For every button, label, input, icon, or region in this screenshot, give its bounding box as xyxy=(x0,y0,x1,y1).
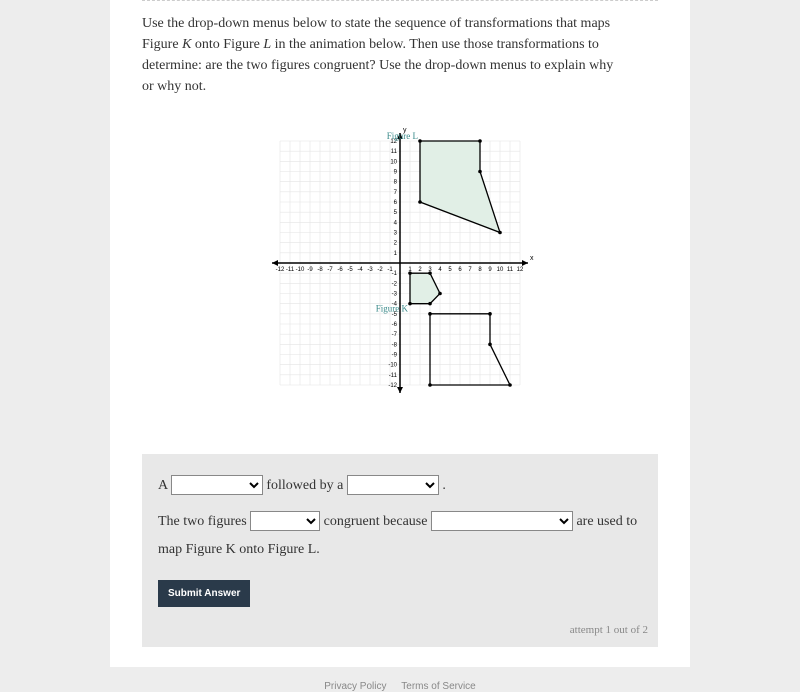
svg-text:-5: -5 xyxy=(347,267,353,273)
svg-text:8: 8 xyxy=(394,180,398,186)
s2a: The two figures xyxy=(158,514,250,529)
svg-text:-8: -8 xyxy=(392,342,398,348)
s1c: . xyxy=(442,478,446,493)
svg-text:4: 4 xyxy=(394,220,398,226)
content-panel: Use the drop-down menus below to state t… xyxy=(110,0,690,667)
svg-text:7: 7 xyxy=(394,190,398,196)
transformation-1-select[interactable] xyxy=(171,475,263,495)
svg-text:-6: -6 xyxy=(392,322,398,328)
svg-text:-10: -10 xyxy=(388,363,397,369)
s2d: map Figure K onto Figure L. xyxy=(158,542,320,557)
svg-text:3: 3 xyxy=(394,231,398,237)
s2b: congruent because xyxy=(324,514,431,529)
question-line1c: in the animation below. Then use those t… xyxy=(271,37,599,52)
svg-text:-11: -11 xyxy=(286,267,295,273)
terms-link[interactable]: Terms of Service xyxy=(401,681,475,692)
svg-text:4: 4 xyxy=(438,267,442,273)
svg-text:5: 5 xyxy=(394,210,398,216)
svg-text:Figure K: Figure K xyxy=(376,304,409,314)
reason-select[interactable] xyxy=(431,511,573,531)
footer: Privacy Policy Terms of Service xyxy=(0,681,800,692)
svg-text:9: 9 xyxy=(394,170,398,176)
congruent-select[interactable] xyxy=(250,511,320,531)
svg-text:-2: -2 xyxy=(377,267,383,273)
svg-text:1: 1 xyxy=(394,251,398,257)
svg-text:-2: -2 xyxy=(392,281,398,287)
svg-text:-11: -11 xyxy=(389,373,398,379)
question-line1a: Use the drop-down menus below to state t… xyxy=(142,16,610,31)
question-mid: onto Figure xyxy=(191,37,263,52)
svg-text:6: 6 xyxy=(394,200,398,206)
svg-text:9: 9 xyxy=(488,267,492,273)
svg-text:-1: -1 xyxy=(392,271,398,277)
svg-text:Figure L: Figure L xyxy=(387,131,418,141)
graph-area: -12-11-10-9-8-7-6-5-4-3-2-11234567891011… xyxy=(142,127,658,404)
svg-text:-10: -10 xyxy=(296,267,305,273)
question-text: Use the drop-down menus below to state t… xyxy=(142,13,658,97)
svg-text:-12: -12 xyxy=(276,267,285,273)
svg-text:11: 11 xyxy=(507,267,514,273)
svg-text:7: 7 xyxy=(468,267,472,273)
privacy-link[interactable]: Privacy Policy xyxy=(324,681,386,692)
svg-text:-9: -9 xyxy=(392,353,398,359)
svg-text:-7: -7 xyxy=(327,267,333,273)
svg-text:-3: -3 xyxy=(367,267,373,273)
s1b: followed by a xyxy=(266,478,346,493)
svg-text:-6: -6 xyxy=(337,267,343,273)
svg-text:-8: -8 xyxy=(317,267,323,273)
attempt-counter: attempt 1 out of 2 xyxy=(570,619,648,641)
svg-text:-7: -7 xyxy=(392,332,398,338)
svg-text:2: 2 xyxy=(394,241,398,247)
svg-text:11: 11 xyxy=(391,149,398,155)
s1a: A xyxy=(158,478,171,493)
sentence-1: A followed by a . xyxy=(158,472,642,500)
question-line2: determine: are the two figures congruent… xyxy=(142,58,613,73)
svg-text:6: 6 xyxy=(458,267,462,273)
svg-text:10: 10 xyxy=(390,159,397,165)
svg-text:5: 5 xyxy=(448,267,452,273)
coordinate-graph: -12-11-10-9-8-7-6-5-4-3-2-11234567891011… xyxy=(266,127,534,399)
answer-box: A followed by a . The two figures congru… xyxy=(142,454,658,647)
svg-text:12: 12 xyxy=(517,267,524,273)
s2c: are used to xyxy=(576,514,637,529)
svg-text:10: 10 xyxy=(497,267,504,273)
divider xyxy=(142,0,658,1)
sentence-2: The two figures congruent because are us… xyxy=(158,508,642,564)
svg-text:-4: -4 xyxy=(357,267,363,273)
question-line1b: Figure xyxy=(142,37,182,52)
figure-k-var: K xyxy=(182,37,191,52)
transformation-2-select[interactable] xyxy=(347,475,439,495)
question-line3: or why not. xyxy=(142,79,206,94)
svg-text:x: x xyxy=(530,255,534,262)
svg-text:-3: -3 xyxy=(392,292,398,298)
svg-text:-12: -12 xyxy=(388,383,397,389)
figure-l-var: L xyxy=(263,37,271,52)
svg-text:8: 8 xyxy=(478,267,482,273)
svg-text:2: 2 xyxy=(418,267,422,273)
svg-text:-9: -9 xyxy=(307,267,313,273)
